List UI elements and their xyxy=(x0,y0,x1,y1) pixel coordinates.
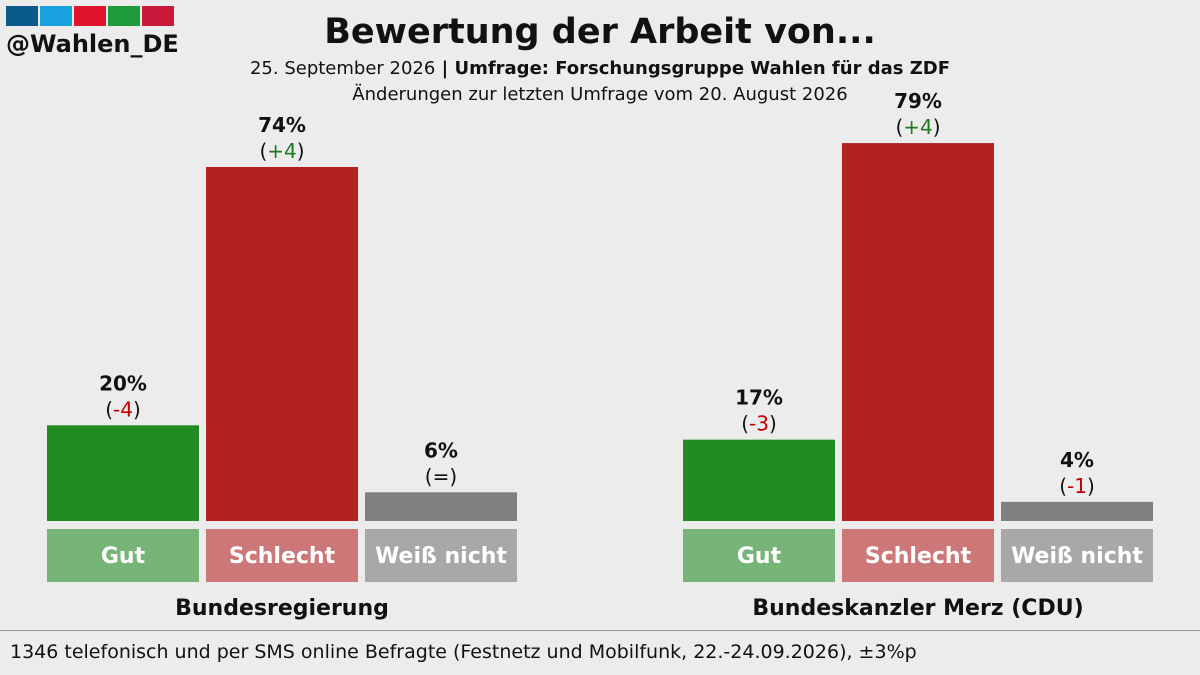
value-label-g1-c3: 6% xyxy=(424,438,458,462)
bar-g1-c2 xyxy=(206,167,358,521)
change-label-g1-c1: (-4) xyxy=(105,397,141,421)
logo-bar-5 xyxy=(142,6,174,26)
change-label-g2-c1: (-3) xyxy=(741,412,777,436)
category-label-g1-c3: Weiß nicht xyxy=(375,544,507,569)
value-label-g2-c2: 79% xyxy=(894,89,942,113)
category-box-g1-c1 xyxy=(47,529,199,582)
bar-g1-c3 xyxy=(365,492,517,521)
chart-subtitle: 25. September 2026 | Umfrage: Forschungs… xyxy=(0,58,1200,79)
subtitle-separator: | xyxy=(435,58,455,79)
bar-g2-c1 xyxy=(683,439,835,521)
change-label-g1-c2: (+4) xyxy=(259,139,304,163)
brand-handle: @Wahlen_DE xyxy=(6,30,179,58)
bar-g1-c1 xyxy=(47,425,199,521)
value-label-g1-c1: 20% xyxy=(99,371,147,395)
value-label-g1-c2: 74% xyxy=(258,113,306,137)
logo-bar-3 xyxy=(74,6,106,26)
footer-note: 1346 telefonisch und per SMS online Befr… xyxy=(10,641,917,663)
group-label-1: Bundesregierung xyxy=(175,596,389,621)
logo-bar-1 xyxy=(6,6,38,26)
category-label-g2-c1: Gut xyxy=(737,544,782,569)
group-label-2: Bundeskanzler Merz (CDU) xyxy=(752,596,1083,621)
category-box-g2-c2 xyxy=(842,529,994,582)
value-label-g2-c1: 17% xyxy=(735,386,783,410)
category-label-g2-c2: Schlecht xyxy=(865,544,972,569)
bar-g2-c2 xyxy=(842,143,994,521)
comparison-note: Änderungen zur letzten Umfrage vom 20. A… xyxy=(352,84,848,105)
chart-title: Bewertung der Arbeit von... xyxy=(324,12,876,52)
category-box-g1-c3 xyxy=(365,529,517,582)
category-label-g2-c3: Weiß nicht xyxy=(1011,544,1143,569)
change-label-g1-c3: (=) xyxy=(425,464,457,488)
change-label-g2-c3: (-1) xyxy=(1059,474,1095,498)
category-label-g1-c1: Gut xyxy=(101,544,146,569)
value-label-g2-c3: 4% xyxy=(1060,448,1094,472)
bar-g2-c3 xyxy=(1001,501,1153,521)
brand-logo-bars xyxy=(6,6,174,26)
category-box-g2-c1 xyxy=(683,529,835,582)
category-label-g1-c2: Schlecht xyxy=(229,544,336,569)
change-label-g2-c2: (+4) xyxy=(895,115,940,139)
logo-bar-4 xyxy=(108,6,140,26)
survey-date: 25. September 2026 xyxy=(249,58,436,79)
logo-bar-2 xyxy=(40,6,72,26)
category-box-g1-c2 xyxy=(206,529,358,582)
footer-divider xyxy=(0,630,1200,631)
category-box-g2-c3 xyxy=(1001,529,1153,582)
survey-source: Umfrage: Forschungsgruppe Wahlen für das… xyxy=(454,58,951,79)
